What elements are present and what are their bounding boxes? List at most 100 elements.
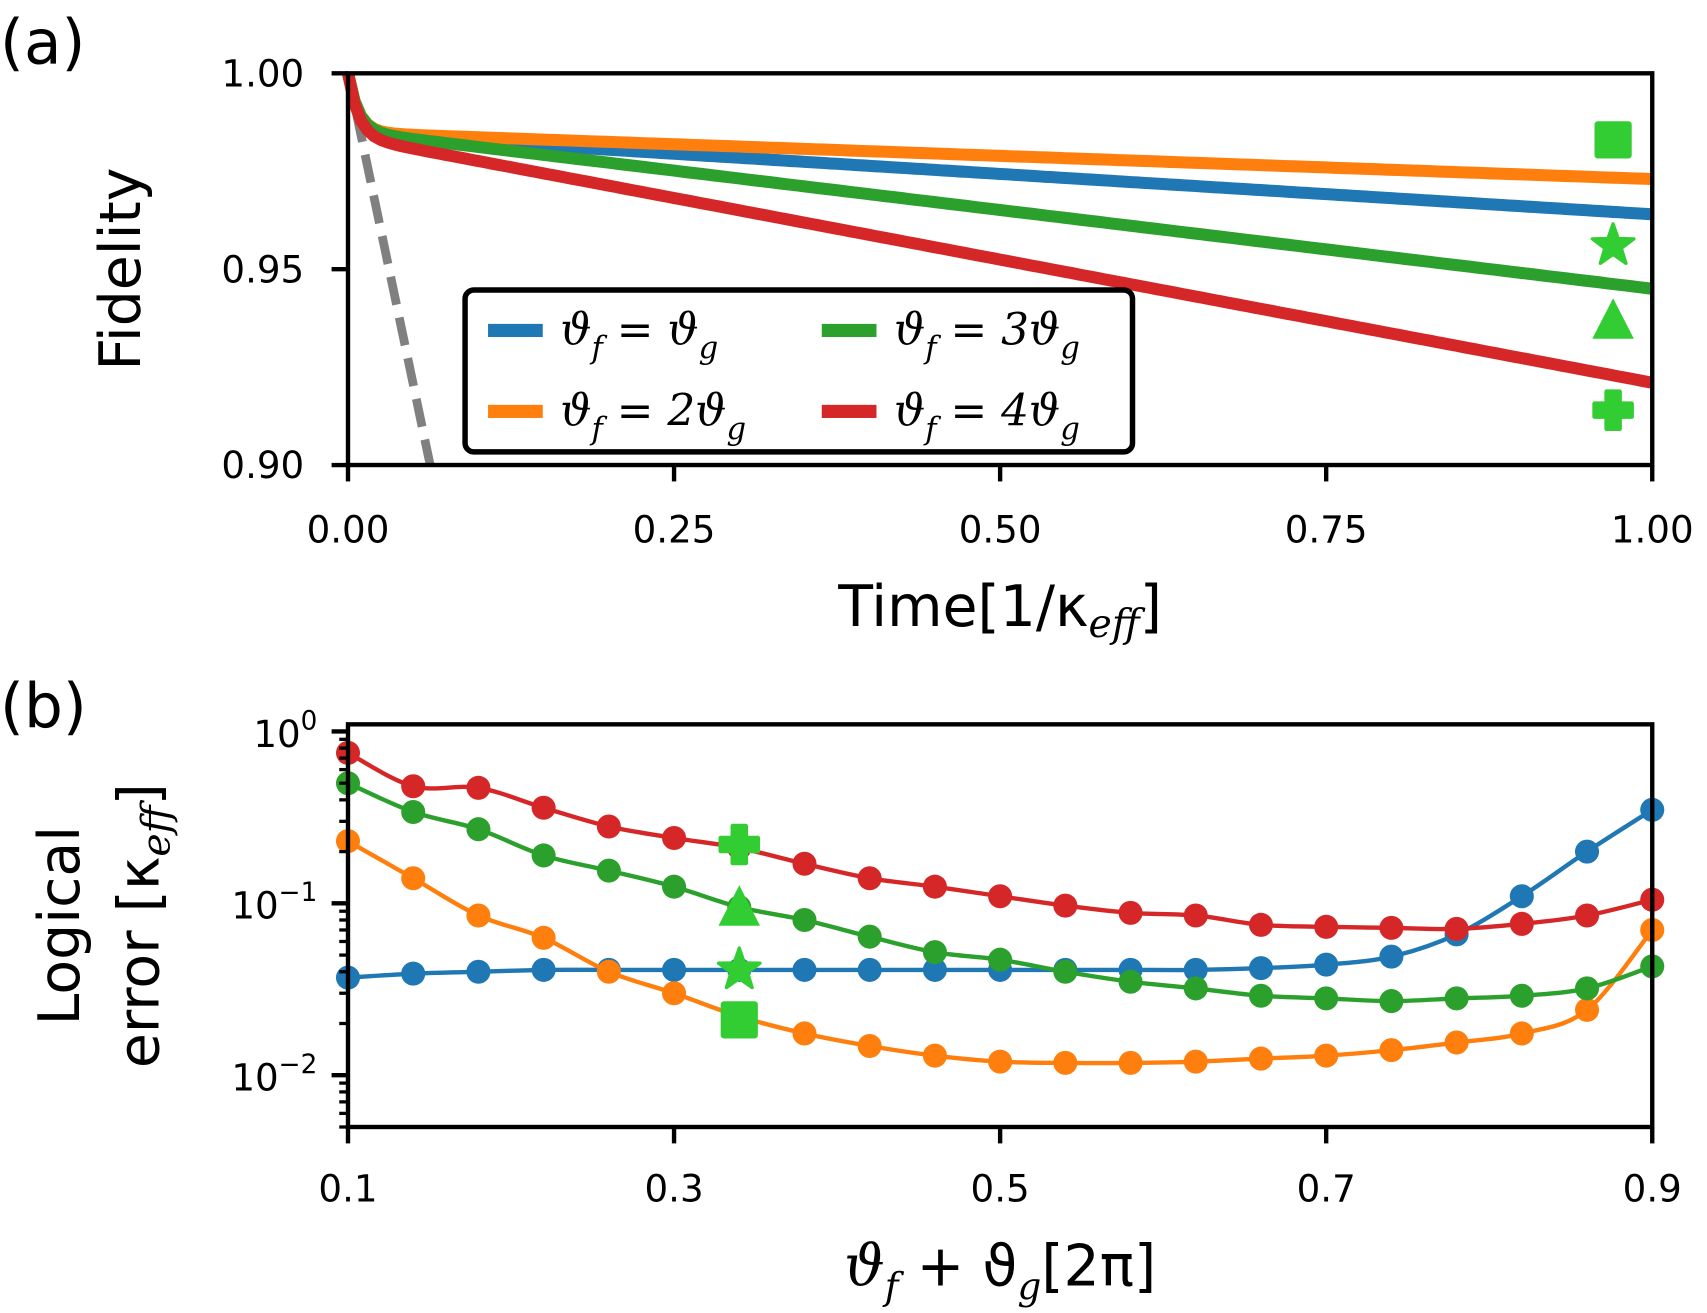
data-point [1509,884,1534,909]
data-point [466,817,491,842]
x-tick-label: 0.7 [1297,1166,1356,1210]
data-point [1574,903,1600,928]
y-tick-label: 1.00 [221,51,304,95]
data-point [792,907,817,933]
data-point [922,957,947,982]
data-point [922,1043,947,1068]
legend-label: ϑf = ϑg [560,305,718,366]
data-point [988,947,1013,972]
panel-a-triangle-marker [1592,298,1634,339]
data-point [1314,952,1339,977]
legend-swatch [821,404,877,418]
data-point [1574,976,1600,1001]
data-point [1379,944,1404,969]
panel-b-label: (b) [0,672,87,743]
x-tick-label: 0.50 [959,508,1042,552]
panel-b-ylabel-line1: Logical [27,826,93,1025]
panel-a-star-marker [1590,222,1636,266]
data-point [1248,956,1274,981]
panel-a-xlabel: Time[1/κeff] [837,574,1162,647]
y-tick-label: 100 [253,706,317,756]
data-point [1444,916,1469,941]
data-point [1379,989,1404,1014]
x-tick-label: 0.25 [633,508,716,552]
data-point [1509,1021,1534,1046]
data-point [988,1049,1013,1074]
legend-item-1: ϑf = ϑg [488,305,718,366]
panel-a-ticks: 0.00 0.25 0.50 0.75 1.00 0.90 0.95 1.00 [221,51,1693,551]
data-point [596,959,621,984]
data-point [401,961,426,986]
data-point [1118,1050,1143,1075]
data-point [1118,969,1143,994]
data-point [1118,900,1143,925]
legend-swatch [821,323,877,338]
x-tick-label: 0.1 [318,1166,377,1210]
data-point [792,1021,817,1046]
panel-a-ylabel: Fidelity [88,168,154,371]
series-line-4 [342,72,1654,389]
data-point [988,884,1013,909]
panel-b-triangle-marker [718,885,761,926]
y-tick-label: 10−2 [231,1050,317,1100]
series-line-3 [342,71,1653,295]
x-tick-label: 1.00 [1611,508,1694,552]
data-point [531,795,556,820]
panel-b-xlabel: ϑf + ϑg[2π] [844,1234,1156,1308]
x-tick-label: 0.3 [644,1166,703,1210]
x-tick-label: 0.5 [971,1166,1030,1210]
legend-swatch [488,404,543,418]
data-point [922,874,947,899]
data-point [401,866,426,891]
legend-item-4: ϑf = 4ϑg [821,386,1080,447]
data-point [1183,1049,1208,1074]
series-line-2 [342,71,1653,186]
panel-b-ylabel-line2: error [κeff] [107,783,180,1068]
data-point [1509,911,1534,936]
panel-a-label: (a) [0,7,85,78]
data-point [466,959,491,984]
x-tick-label: 0.00 [307,508,390,552]
panel-a-plus-marker [1592,389,1634,431]
data-point [1248,912,1274,937]
data-point [792,957,817,982]
data-point [857,866,882,891]
panel-b-plot-area [335,740,1665,1075]
x-tick-label: 0.75 [1285,508,1368,552]
legend-label: ϑf = 4ϑg [894,386,1080,447]
data-point [466,903,491,928]
data-point [792,851,817,876]
data-point [1183,903,1208,928]
panel-a-square-marker [1594,121,1632,159]
data-point [1053,1050,1078,1075]
data-point [1183,957,1208,982]
panel-b-plus-marker [718,823,761,866]
data-point [1509,983,1534,1008]
y-tick-label: 0.95 [221,247,304,291]
data-point [1574,997,1600,1022]
data-point [1314,1043,1339,1068]
y-tick-label: 0.90 [221,443,304,487]
data-point [531,957,556,982]
data-point [1314,914,1339,939]
panel-a-plot-area [342,71,1654,466]
data-point [662,957,687,982]
panel-b-ticks: 0.1 0.3 0.5 0.7 0.9 100 10−1 10−2 [231,706,1681,1210]
data-point [1314,986,1339,1011]
legend-label: ϑf = 2ϑg [560,386,746,447]
data-point [1379,915,1404,940]
reference-dashed-line [343,72,435,466]
data-point [1379,1038,1404,1063]
data-point [401,774,426,799]
data-point [1248,983,1274,1008]
data-point [1444,1030,1469,1055]
data-point [596,858,621,883]
data-point [1248,1046,1274,1071]
data-point [1053,893,1078,918]
legend-swatch [488,323,543,338]
data-point [662,981,687,1006]
data-point [596,814,621,839]
data-point [662,874,687,899]
